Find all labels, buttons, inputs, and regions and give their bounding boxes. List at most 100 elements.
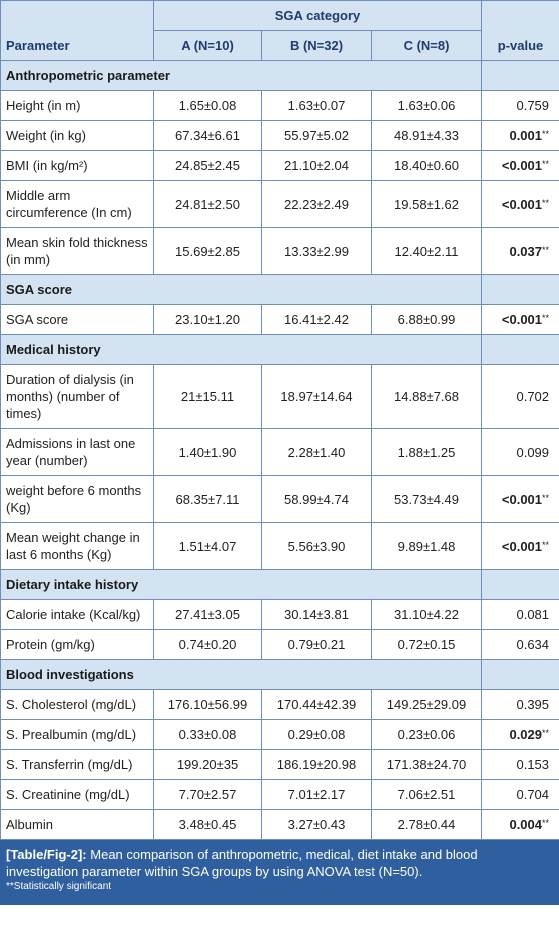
cell: 55.97±5.02	[261, 120, 372, 151]
cell: 21.10±2.04	[261, 150, 372, 181]
data-row: BMI (in kg/m²) 24.85±2.45 21.10±2.04 18.40±…	[0, 150, 559, 181]
p-value: 0.395	[516, 697, 550, 712]
cell: 1.51±4.07	[153, 522, 262, 570]
row-label: Middle arm circumference (In cm)	[0, 180, 154, 228]
cell: 2.28±1.40	[261, 428, 372, 476]
row-label: SGA score	[0, 304, 154, 335]
section-empty	[481, 569, 559, 600]
data-row: SGA score 23.10±1.20 16.41±2.42 6.88±0.99 <0…	[0, 304, 559, 335]
section-title: Anthropometric parameter	[0, 60, 483, 91]
cell: 18.40±0.60	[370, 150, 483, 181]
column-header: Parameter	[0, 0, 154, 61]
cell: 0.74±0.20	[153, 629, 262, 660]
cell: 171.38±24.70	[370, 749, 483, 780]
caption: [Table/Fig-2]: Mean comparison of anthro…	[0, 840, 559, 905]
section-row: Anthropometric parameter	[0, 60, 559, 91]
p-value-cell: 0.001**	[481, 120, 559, 151]
section-title: Medical history	[0, 334, 483, 365]
header-row: Parameter SGA category p-value	[0, 0, 559, 61]
p-value-cell: <0.001**	[481, 522, 559, 570]
data-row: S. Creatinine (mg/dL) 7.70±2.57 7.01±2.17 7…	[0, 779, 559, 810]
significance-mark: **	[542, 197, 550, 208]
cell: 15.69±2.85	[153, 227, 262, 275]
p-value: <0.001	[501, 491, 543, 507]
section-empty	[481, 274, 559, 305]
data-row: S. Transferrin (mg/dL) 199.20±35 186.19±20…	[0, 749, 559, 780]
row-label: Albumin	[0, 809, 154, 840]
p-value-cell: 0.759	[481, 90, 559, 121]
cell: 1.63±0.07	[261, 90, 372, 121]
p-value: 0.099	[516, 444, 550, 460]
p-value-cell: <0.001**	[481, 304, 559, 335]
p-value: 0.634	[516, 637, 550, 652]
row-label: S. Cholesterol (mg/dL)	[0, 689, 154, 720]
caption-text: Mean comparison of anthropometric, medic…	[6, 847, 478, 879]
data-table: Parameter SGA category p-value A (N=10) B (N…	[0, 0, 559, 840]
significance-mark: **	[542, 492, 550, 503]
data-row: S. Prealbumin (mg/dL) 0.33±0.08 0.29±0.08 0…	[0, 719, 559, 750]
section-title: Blood investigations	[0, 659, 483, 690]
significance-mark: **	[542, 129, 550, 139]
significance-mark: **	[542, 728, 550, 738]
significance-mark: **	[542, 159, 550, 169]
cell: 176.10±56.99	[153, 689, 262, 720]
cell: 2.78±0.44	[370, 809, 483, 840]
cell: 31.10±4.22	[370, 599, 483, 630]
p-value-cell: 0.153	[481, 749, 559, 780]
cell: 67.34±6.61	[153, 120, 262, 151]
group-header: SGA category	[152, 0, 483, 31]
data-row: Duration of dialysis (in months) (number…	[0, 364, 559, 429]
p-value: <0.001	[501, 158, 543, 173]
header-row: A (N=10) B (N=32) C (N=8)	[1, 30, 559, 61]
p-value-cell: 0.395	[481, 689, 559, 720]
row-label: Duration of dialysis (in months) (number…	[0, 364, 154, 429]
p-value: 0.702	[516, 389, 550, 404]
section-empty	[481, 60, 559, 91]
section-row: Blood investigations	[0, 659, 559, 690]
row-label: Mean skin fold thickness (in mm)	[0, 227, 154, 275]
p-value: 0.704	[516, 787, 550, 802]
row-label: BMI (in kg/m²)	[0, 150, 154, 181]
row-label: Height (in m)	[0, 90, 154, 121]
section-empty	[481, 334, 559, 365]
p-value: <0.001	[501, 312, 543, 327]
cell: 13.33±2.99	[261, 227, 372, 275]
cell: 16.41±2.42	[261, 304, 372, 335]
cell: 7.70±2.57	[153, 779, 262, 810]
cell: 27.41±3.05	[153, 599, 262, 630]
cell: 18.97±14.64	[261, 364, 372, 429]
cell: 0.79±0.21	[261, 629, 372, 660]
p-value: 0.759	[516, 98, 550, 113]
cell: 23.10±1.20	[153, 304, 262, 335]
cell: 9.89±1.48	[370, 522, 483, 570]
data-row: Protein (gm/kg) 0.74±0.20 0.79±0.21 0.72±0.…	[0, 629, 559, 660]
p-value-cell: 0.029**	[481, 719, 559, 750]
cell: 7.01±2.17	[261, 779, 372, 810]
p-value-cell: <0.001**	[481, 150, 559, 181]
section-row: SGA score	[0, 274, 559, 305]
cell: 48.91±4.33	[370, 120, 483, 151]
p-value: 0.153	[516, 757, 550, 772]
cell: 14.88±7.68	[370, 364, 483, 429]
column-header: A (N=10)	[153, 30, 262, 61]
row-label: Admissions in last one year (number)	[0, 428, 154, 476]
table-body: Anthropometric parameter Height (in m) 1.6…	[0, 60, 559, 840]
table-header: Parameter SGA category p-value A (N=10) B (N…	[0, 0, 559, 61]
section-title: Dietary intake history	[0, 569, 483, 600]
cell: 19.58±1.62	[370, 180, 483, 228]
row-label: S. Creatinine (mg/dL)	[0, 779, 154, 810]
data-row: weight before 6 months (Kg) 68.35±7.11 58.…	[0, 475, 559, 523]
p-value: 0.037	[509, 243, 543, 259]
data-row: Middle arm circumference (In cm) 24.81±2.…	[0, 180, 559, 228]
data-row: Weight (in kg) 67.34±6.61 55.97±5.02 48.91±…	[0, 120, 559, 151]
cell: 3.27±0.43	[261, 809, 372, 840]
caption-note: **Statistically significant	[6, 881, 112, 892]
cell: 0.23±0.06	[370, 719, 483, 750]
p-value-cell: 0.704	[481, 779, 559, 810]
p-value: <0.001	[501, 538, 543, 554]
cell: 58.99±4.74	[261, 475, 372, 523]
cell: 53.73±4.49	[370, 475, 483, 523]
p-value-cell: 0.037**	[481, 227, 559, 275]
p-value-cell: 0.004**	[481, 809, 559, 840]
